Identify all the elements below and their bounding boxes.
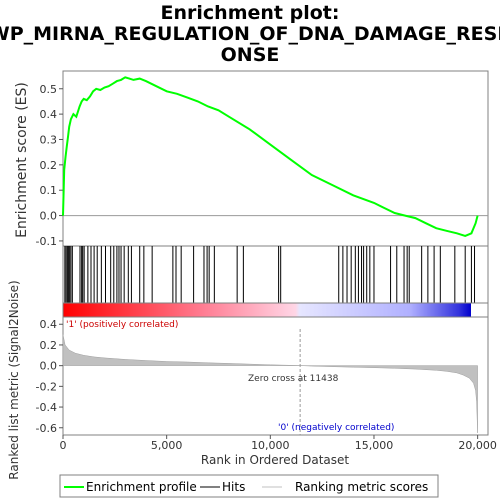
zero-cross-label: Zero cross at 11438 xyxy=(248,374,339,384)
metric-y-tick-label: -0.6 xyxy=(36,422,57,435)
negative-correlation-label: '0' (negatively correlated) xyxy=(278,423,394,433)
es-panel-frame xyxy=(63,71,488,246)
metric-y-tick-label: 0.0 xyxy=(40,360,58,373)
es-y-tick-label: 0.4 xyxy=(40,108,58,121)
es-y-tick-label: 0.2 xyxy=(40,159,58,172)
x-tick-label: 5,000 xyxy=(151,439,183,452)
es-y-tick-label: 0.1 xyxy=(40,184,58,197)
es-panel: -0.1 0.0 0.1 0.2 0.3 0.4 0.5 xyxy=(36,71,488,248)
chart-title-line-1: Enrichment plot: xyxy=(161,2,340,24)
x-axis-label: Rank in Ordered Dataset xyxy=(201,453,349,467)
chart-title-line-2: WP_MIRNA_REGULATION_OF_DNA_DAMAGE_RESP xyxy=(0,23,500,45)
legend-metric-label: Ranking metric scores xyxy=(295,480,428,494)
es-y-tick-label: -0.1 xyxy=(36,235,57,248)
positive-correlation-label: '1' (positively correlated) xyxy=(66,320,178,330)
legend: Enrichment profile Hits Ranking metric s… xyxy=(60,475,438,497)
es-y-tick-label: 0.5 xyxy=(40,83,58,96)
metric-y-axis-label: Ranked list metric (Signal2Noise) xyxy=(7,280,21,479)
metric-y-tick-label: 0.2 xyxy=(40,339,58,352)
x-axis: 0 5,000 10,000 15,000 20,000 xyxy=(60,435,497,452)
legend-profile-label: Enrichment profile xyxy=(86,480,197,494)
legend-hits-label: Hits xyxy=(222,480,245,494)
x-tick-label: 20,000 xyxy=(458,439,497,452)
metric-panel: -0.6 -0.4 -0.2 0.0 0.2 0.4 '1' (positively co… xyxy=(36,317,488,435)
es-y-axis-label: Enrichment score (ES) xyxy=(14,82,30,238)
metric-y-tick-label: -0.4 xyxy=(36,401,57,414)
hits-panel-frame xyxy=(63,246,488,303)
es-y-tick-label: 0.0 xyxy=(40,210,58,223)
x-tick-label: 0 xyxy=(60,439,67,452)
x-tick-label: 10,000 xyxy=(251,439,290,452)
es-y-tick-label: 0.3 xyxy=(40,133,58,146)
es-axis: -0.1 0.0 0.1 0.2 0.3 0.4 0.5 xyxy=(36,83,63,248)
x-tick-label: 15,000 xyxy=(355,439,394,452)
chart-title-line-3: ONSE xyxy=(221,44,280,66)
metric-axis: -0.6 -0.4 -0.2 0.0 0.2 0.4 xyxy=(36,318,63,435)
ranking-gradient-bar xyxy=(63,303,471,317)
hits-panel xyxy=(63,246,488,303)
metric-y-tick-label: -0.2 xyxy=(36,380,57,393)
metric-y-tick-label: 0.4 xyxy=(40,318,58,331)
